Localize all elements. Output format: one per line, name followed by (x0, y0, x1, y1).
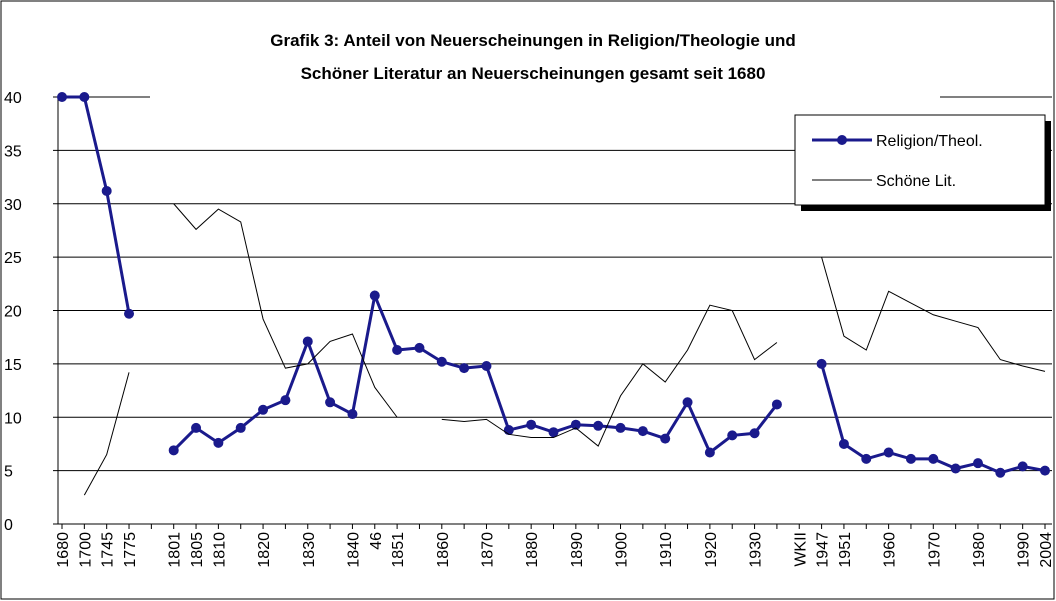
x-tick-label: 1970 (926, 532, 943, 568)
data-point (972, 458, 983, 469)
data-point (369, 290, 380, 301)
x-tick-label: 1960 (882, 532, 899, 568)
data-point (459, 363, 470, 374)
x-tick-label: 1920 (703, 532, 720, 568)
x-tick-label: 1980 (971, 532, 988, 568)
x-tick-label: 1775 (122, 532, 139, 568)
data-point (1040, 465, 1050, 476)
data-point (861, 453, 872, 464)
data-point (124, 308, 135, 319)
x-tick-label: 1880 (524, 532, 541, 568)
data-point (995, 467, 1006, 478)
y-tick-label: 25 (4, 250, 22, 267)
data-point (347, 409, 358, 420)
data-point (548, 427, 559, 438)
data-point (771, 399, 782, 410)
x-tick-label: 1947 (815, 532, 832, 568)
data-point (593, 420, 604, 431)
chart-title: Schöner Literatur an Neuerscheinungen ge… (301, 64, 766, 83)
x-tick-label: 1820 (256, 532, 273, 568)
x-tick-label: 46 (368, 532, 385, 550)
y-tick-label: 0 (4, 517, 13, 534)
data-point (280, 395, 291, 406)
y-tick-label: 30 (4, 197, 22, 214)
data-point (637, 426, 648, 437)
x-tick-label: 1930 (748, 532, 765, 568)
data-point (414, 342, 425, 353)
x-tick-label: 1990 (1016, 532, 1033, 568)
data-point (79, 92, 90, 102)
data-point (481, 361, 492, 372)
data-point (325, 397, 336, 408)
x-tick-label: 1700 (77, 532, 94, 568)
legend-marker (837, 135, 847, 145)
data-point (950, 463, 961, 474)
data-point (503, 425, 514, 436)
x-tick-label: 1810 (211, 532, 228, 568)
x-tick-label: 2004 (1038, 532, 1055, 568)
data-point (928, 453, 939, 464)
plot-area: 0 5 10 15 20 25 30 35 40 1680 1700 1745 1775 1801 1805… (4, 90, 1055, 568)
data-point (235, 422, 246, 433)
x-tick-label: 1870 (479, 532, 496, 568)
data-point (57, 92, 67, 102)
y-tick-label: 5 (4, 464, 13, 481)
data-point (302, 336, 313, 347)
y-tick-label: 10 (4, 410, 22, 427)
data-point (816, 358, 827, 369)
data-point (101, 185, 112, 196)
legend-label: Religion/Theol. (876, 133, 983, 150)
x-tick-label: 1830 (301, 532, 318, 568)
data-point (258, 404, 269, 415)
x-tick-label: WKII (792, 532, 809, 567)
data-point (213, 437, 224, 448)
chart-title: Grafik 3: Anteil von Neuerscheinungen in… (270, 31, 795, 50)
y-tick-label: 35 (4, 143, 22, 160)
x-tick-label: 1840 (345, 532, 362, 568)
series-line (83, 203, 1046, 496)
x-tick-label: 1805 (189, 532, 206, 568)
title-background (150, 8, 940, 103)
data-point (838, 438, 849, 449)
legend (794, 114, 1046, 206)
data-point (905, 453, 916, 464)
x-tick-label: 1801 (167, 532, 184, 568)
y-tick-label: 15 (4, 357, 22, 374)
legend-items: Religion/Theol. Schöne Lit. (812, 133, 983, 190)
data-point (660, 433, 671, 444)
data-point (749, 428, 760, 439)
x-tick-label: 1680 (55, 532, 72, 568)
data-point (704, 447, 715, 458)
y-tick-label: 20 (4, 304, 22, 321)
x-tick-label: 1745 (100, 532, 117, 568)
data-point (570, 419, 581, 430)
data-point (526, 419, 537, 430)
data-point (883, 447, 894, 458)
data-point (392, 344, 403, 355)
data-point (436, 356, 447, 367)
data-point (615, 422, 626, 433)
data-point (191, 422, 202, 433)
x-tick-label: 1890 (569, 532, 586, 568)
x-tick-label: 1900 (614, 532, 631, 568)
data-point (727, 430, 738, 441)
data-point (682, 397, 693, 408)
y-tick-label: 40 (4, 90, 22, 107)
data-point (1017, 461, 1028, 472)
x-tick-label: 1910 (658, 532, 675, 568)
data-point (168, 445, 179, 456)
x-tick-label: 1860 (435, 532, 452, 568)
x-tick-label: 1851 (390, 532, 407, 568)
x-tick-label: 1951 (837, 532, 854, 568)
legend-label: Schöne Lit. (876, 173, 956, 190)
